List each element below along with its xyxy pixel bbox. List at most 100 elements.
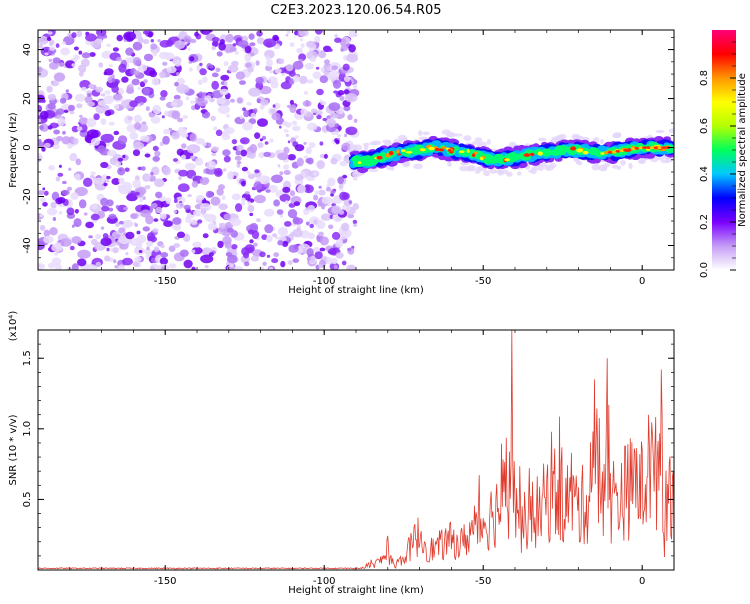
noise-blob [307,204,316,213]
signal-halo-blob [628,162,633,169]
noise-blob [88,83,94,89]
noise-blob [113,130,120,136]
noise-blob [285,64,294,72]
signal-halo-blob [459,165,468,172]
signal-hotspot [570,146,577,151]
noise-blob [79,79,91,90]
noise-blob [199,62,203,67]
noise-blob [253,181,263,191]
noise-blob [174,81,179,87]
noise-blob [100,237,112,247]
signal-halo-blob [402,161,411,168]
noise-blob [299,75,308,85]
noise-blob [162,135,170,145]
noise-blob [222,168,227,172]
noise-blob [83,212,88,216]
noise-blob [95,233,102,240]
noise-blob [319,99,323,103]
noise-blob [112,247,119,254]
noise-blob [140,135,150,142]
noise-blob [129,222,134,226]
noise-blob [77,258,87,267]
noise-blob [146,246,150,251]
noise-blob [314,30,323,35]
noise-blob [89,174,95,179]
noise-blob [72,137,79,145]
noise-blob [200,30,211,35]
noise-blob [155,191,163,199]
noise-blob [188,67,193,72]
signal-halo-blob [363,144,369,151]
signal-halo-blob [471,141,477,146]
noise-blob [43,190,49,196]
noise-blob [287,104,291,109]
noise-blob [307,232,316,240]
signal-hotspot [472,153,476,157]
noise-blob [330,157,338,165]
signal-hotspot [642,146,648,150]
noise-blob [267,76,278,85]
noise-blob [207,222,218,231]
noise-blob [58,164,62,168]
noise-blob [229,263,234,268]
noise-blob [134,95,147,105]
noise-blob [74,93,86,102]
noise-blob [122,257,133,266]
signal-halo-blob [475,166,483,171]
noise-blob [55,176,61,182]
colorbar-tick-label: 0.6 [699,118,710,134]
noise-blob [78,117,89,125]
noise-blob [132,41,143,51]
noise-blob [314,251,323,260]
noise-blob [254,132,261,140]
noise-blob [244,261,250,267]
signal-hotspot [530,152,535,157]
noise-blob [291,120,298,125]
noise-blob [63,109,69,114]
noise-blob [312,71,322,80]
noise-blob [117,264,125,270]
noise-blob [269,138,274,143]
y-tick-label: 1.5 [22,350,33,366]
noise-blob [103,182,108,187]
noise-blob [85,264,98,270]
x-tick-label: -100 [313,276,336,287]
noise-blob [353,118,358,123]
noise-blob [311,108,318,114]
noise-blob [130,213,139,220]
noise-blob [115,221,120,227]
noise-blob [300,108,308,116]
noise-blob [56,108,65,115]
noise-blob [192,241,202,248]
noise-blob [292,75,300,83]
noise-blob [100,197,109,207]
noise-blob [137,103,141,108]
noise-blob [352,203,359,210]
noise-blob [183,204,191,210]
noise-blob [162,166,171,176]
noise-blob [235,203,243,212]
signal-halo-blob [506,171,513,177]
noise-blob [93,113,100,121]
noise-blob [316,160,326,170]
noise-blob [342,174,348,179]
noise-blob [329,70,339,80]
noise-blob [284,122,292,128]
noise-blob [241,166,248,172]
noise-blob [182,115,189,119]
noise-blob [217,105,230,114]
noise-blob [209,64,214,69]
noise-blob [110,248,114,252]
noise-blob [176,196,186,204]
noise-blob [343,75,351,83]
noise-blob [81,86,87,92]
noise-blob [49,227,58,236]
bottom-x-label: Height of straight line (km) [288,585,424,596]
noise-blob [300,43,305,48]
noise-blob [69,245,75,251]
noise-blob [111,84,119,93]
noise-blob [318,185,322,189]
noise-blob [294,135,299,139]
noise-blob [54,252,58,256]
noise-blob [329,112,339,119]
